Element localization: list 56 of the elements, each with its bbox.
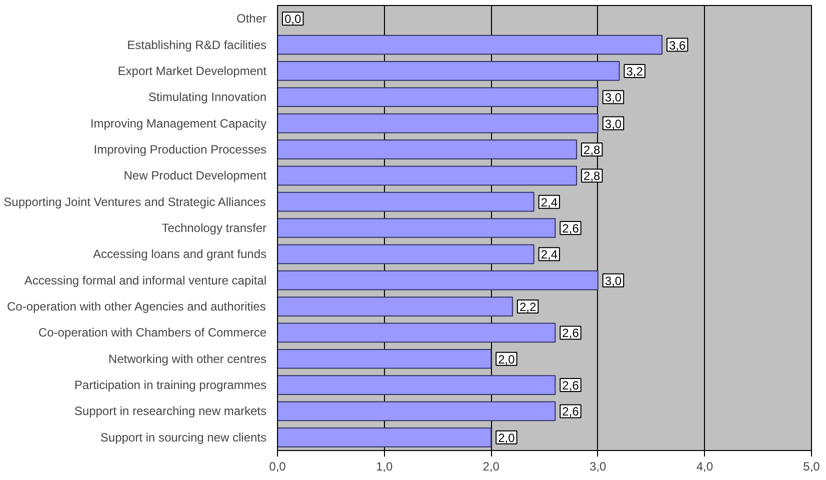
- y-tick-label: Accessing loans and grant funds: [93, 247, 267, 262]
- x-tick-label: 3,0: [590, 460, 607, 474]
- x-tick-label: 0,0: [269, 460, 286, 474]
- x-tick-label: 1,0: [376, 460, 393, 474]
- y-tick-label: Co-operation with Chambers of Commerce: [38, 326, 267, 340]
- data-label: 2,6: [562, 326, 580, 340]
- y-tick-label: Other: [236, 12, 267, 26]
- bar: [278, 113, 598, 134]
- bar: [278, 375, 556, 395]
- y-tick-label: Support in researching new markets: [74, 404, 266, 418]
- bar: [278, 270, 598, 290]
- y-tick-label: Technology transfer: [162, 221, 267, 235]
- bar: [278, 34, 662, 55]
- data-label: 2,0: [498, 430, 516, 445]
- bar: [278, 61, 620, 81]
- bar: [278, 401, 556, 422]
- y-tick-label: Improving Management Capacity: [90, 116, 267, 130]
- data-label: 2,4: [540, 195, 558, 210]
- y-tick-label: Accessing formal and informal venture capital: [24, 273, 267, 288]
- bar: [278, 87, 598, 108]
- bar: [278, 427, 492, 448]
- x-tick-label: 2,0: [482, 460, 500, 474]
- y-tick-label: Export Market Development: [118, 64, 268, 78]
- data-label: 2,4: [540, 248, 558, 262]
- data-label: 0,0: [284, 12, 302, 26]
- data-label: 2,6: [562, 378, 580, 393]
- data-label: 2,2: [519, 300, 536, 314]
- y-tick-label: Improving Production Processes: [94, 142, 267, 156]
- x-tick-label: 5,0: [803, 460, 820, 474]
- data-label: 2,8: [584, 142, 601, 157]
- y-tick-label: New Product Development: [124, 168, 268, 183]
- bar: [278, 140, 578, 160]
- y-tick-label: Co-operation with other Agencies and authorities: [7, 300, 266, 314]
- data-label: 3,0: [604, 90, 622, 105]
- y-tick-label: Participation in training programmes: [74, 378, 267, 392]
- bar: [278, 166, 578, 186]
- y-tick-label: Supporting Joint Ventures and Strategic Alliances: [4, 194, 266, 209]
- data-label: 3,0: [604, 274, 622, 288]
- data-label: 2,0: [498, 352, 516, 366]
- y-tick-label: Support in sourcing new clients: [100, 430, 267, 444]
- data-label: 2,8: [584, 169, 601, 184]
- y-tick-label: Stimulating Innovation: [148, 90, 267, 104]
- bar: [278, 244, 534, 264]
- data-label: 3,0: [604, 116, 622, 131]
- bar: [278, 296, 513, 316]
- y-tick-label: Networking with other centres: [108, 352, 267, 366]
- x-tick-label: 4,0: [696, 460, 714, 474]
- data-label: 2,6: [562, 404, 580, 419]
- bar: [278, 218, 556, 238]
- bar: [278, 322, 556, 343]
- bar: [278, 348, 492, 369]
- bar: [278, 192, 534, 212]
- y-tick-label: Establishing R&D facilities: [127, 38, 266, 52]
- data-label: 2,6: [562, 222, 580, 236]
- data-label: 3,6: [668, 38, 686, 52]
- data-label: 3,2: [626, 64, 644, 78]
